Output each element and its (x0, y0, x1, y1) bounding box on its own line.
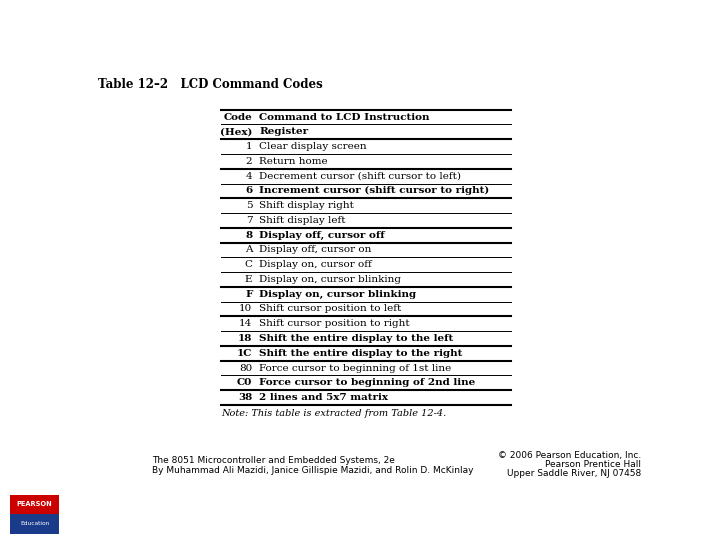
Text: Display off, cursor on: Display off, cursor on (259, 246, 372, 254)
Text: Education: Education (20, 521, 49, 526)
Text: Table 12–2   LCD Command Codes: Table 12–2 LCD Command Codes (98, 78, 323, 91)
Text: 1C: 1C (237, 349, 253, 358)
Text: Force cursor to beginning of 2nd line: Force cursor to beginning of 2nd line (259, 379, 475, 387)
Text: Code: Code (224, 112, 253, 122)
Text: Decrement cursor (shift cursor to left): Decrement cursor (shift cursor to left) (259, 172, 461, 181)
Text: C0: C0 (237, 379, 253, 387)
Text: 10: 10 (239, 305, 253, 314)
Text: (Hex): (Hex) (220, 127, 253, 136)
Text: Force cursor to beginning of 1st line: Force cursor to beginning of 1st line (259, 363, 451, 373)
Text: 4: 4 (246, 172, 253, 181)
FancyBboxPatch shape (10, 514, 59, 534)
Text: The 8051 Microcontroller and Embedded Systems, 2e: The 8051 Microcontroller and Embedded Sy… (153, 456, 395, 464)
Text: 14: 14 (239, 319, 253, 328)
FancyBboxPatch shape (10, 495, 59, 514)
Text: Return home: Return home (259, 157, 328, 166)
Text: Shift display left: Shift display left (259, 216, 346, 225)
Text: 80: 80 (239, 363, 253, 373)
Text: 18: 18 (238, 334, 253, 343)
Text: Command to LCD Instruction: Command to LCD Instruction (259, 112, 430, 122)
Text: Display on, cursor blinking: Display on, cursor blinking (259, 289, 416, 299)
Text: Display on, cursor off: Display on, cursor off (259, 260, 372, 269)
Text: Shift the entire display to the left: Shift the entire display to the left (259, 334, 454, 343)
Text: F: F (245, 290, 253, 299)
Text: PEARSON: PEARSON (17, 501, 53, 507)
Text: © 2006 Pearson Education, Inc.: © 2006 Pearson Education, Inc. (498, 451, 642, 460)
Text: Shift display right: Shift display right (259, 201, 354, 210)
Text: Note: This table is extracted from Table 12-4.: Note: This table is extracted from Table… (221, 409, 446, 418)
Text: Shift cursor position to left: Shift cursor position to left (259, 305, 401, 314)
Text: Display off, cursor off: Display off, cursor off (259, 231, 384, 240)
Text: 7: 7 (246, 216, 253, 225)
Text: By Muhammad Ali Mazidi, Janice Gillispie Mazidi, and Rolin D. McKinlay: By Muhammad Ali Mazidi, Janice Gillispie… (153, 465, 474, 475)
Text: 5: 5 (246, 201, 253, 210)
Text: Clear display screen: Clear display screen (259, 142, 366, 151)
Text: Register: Register (259, 127, 308, 136)
Text: E: E (245, 275, 253, 284)
Text: 2 lines and 5x7 matrix: 2 lines and 5x7 matrix (259, 393, 388, 402)
Text: 38: 38 (238, 393, 253, 402)
Text: Shift cursor position to right: Shift cursor position to right (259, 319, 410, 328)
Text: Increment cursor (shift cursor to right): Increment cursor (shift cursor to right) (259, 186, 490, 195)
Text: 1: 1 (246, 142, 253, 151)
Text: Shift the entire display to the right: Shift the entire display to the right (259, 349, 462, 358)
Text: Display on, cursor blinking: Display on, cursor blinking (259, 275, 401, 284)
Text: C: C (244, 260, 253, 269)
Text: 8: 8 (246, 231, 253, 240)
Text: Pearson Prentice Hall: Pearson Prentice Hall (545, 460, 642, 469)
Text: 2: 2 (246, 157, 253, 166)
Text: A: A (245, 246, 253, 254)
Text: Upper Saddle River, NJ 07458: Upper Saddle River, NJ 07458 (507, 469, 642, 478)
Text: 6: 6 (245, 186, 253, 195)
